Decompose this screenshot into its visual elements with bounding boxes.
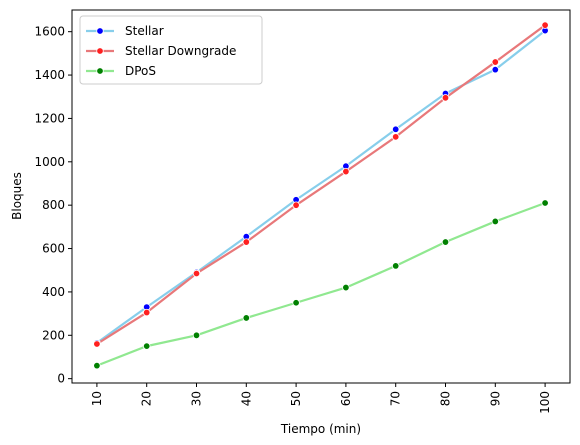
data-point-2-5 <box>342 283 350 292</box>
data-point-1-7 <box>441 94 450 102</box>
data-point-1-0 <box>93 340 101 348</box>
data-point-2-8 <box>491 217 499 226</box>
x-tick-label: 70 <box>389 391 403 406</box>
y-tick-label: 600 <box>42 242 65 256</box>
y-axis: 0 200 400 600 800 1000 1200 1400 1600 <box>34 25 72 386</box>
data-point-0-8 <box>491 65 499 74</box>
legend: Stellar Stellar Downgrade DPoS <box>79 15 263 85</box>
x-tick-label: 40 <box>239 391 253 406</box>
y-tick-label: 1000 <box>34 155 65 169</box>
x-tick-label: 90 <box>488 391 502 406</box>
x-tick-label: 50 <box>289 391 303 406</box>
x-axis-label: Tiempo (min) <box>280 422 361 436</box>
legend-swatch-marker <box>96 47 104 55</box>
data-point-2-9 <box>541 199 549 207</box>
x-tick-label: 20 <box>140 391 154 406</box>
y-tick-label: 1600 <box>34 25 65 39</box>
data-point-2-2 <box>192 331 201 339</box>
data-point-2-3 <box>242 314 250 322</box>
legend-swatch-marker <box>96 67 104 75</box>
data-point-2-7 <box>441 238 450 246</box>
x-tick-label: 80 <box>439 391 453 406</box>
legend-swatch-marker <box>96 27 104 35</box>
data-point-1-5 <box>342 167 350 176</box>
x-tick-label: 30 <box>190 391 204 406</box>
data-point-2-0 <box>93 361 101 370</box>
y-tick-label: 800 <box>42 198 65 212</box>
data-point-1-6 <box>392 133 400 141</box>
axes-frame <box>71 9 571 384</box>
data-point-1-2 <box>192 269 201 278</box>
series-line-2 <box>95 201 547 367</box>
y-tick-label: 1400 <box>34 68 65 82</box>
x-tick-label: 10 <box>90 391 104 406</box>
data-point-1-9 <box>541 21 549 29</box>
y-tick-label: 400 <box>42 285 65 299</box>
data-point-1-1 <box>142 308 151 317</box>
y-axis-label: Bloques <box>10 172 24 220</box>
data-point-2-6 <box>392 262 400 270</box>
data-point-1-4 <box>292 201 300 209</box>
x-axis: 10 20 30 40 50 60 70 80 90 100 <box>90 383 552 414</box>
legend-entry-label: DPoS <box>125 64 156 78</box>
y-tick-label: 1200 <box>34 111 65 125</box>
series-line-0 <box>95 29 547 344</box>
data-point-1-8 <box>491 58 499 66</box>
x-tick-label: 60 <box>339 391 353 406</box>
series-line-1 <box>95 24 547 346</box>
plot-area <box>93 21 549 370</box>
data-point-2-1 <box>142 342 151 350</box>
y-tick-label: 200 <box>42 328 65 342</box>
y-tick-label: 0 <box>57 372 65 386</box>
legend-box <box>79 15 263 85</box>
legend-entry-label: Stellar Downgrade <box>125 44 236 58</box>
data-point-2-4 <box>292 299 300 307</box>
data-point-0-6 <box>392 125 400 133</box>
legend-entry-label: Stellar <box>125 24 164 38</box>
x-tick-label: 100 <box>538 391 552 414</box>
data-point-1-3 <box>242 238 250 246</box>
